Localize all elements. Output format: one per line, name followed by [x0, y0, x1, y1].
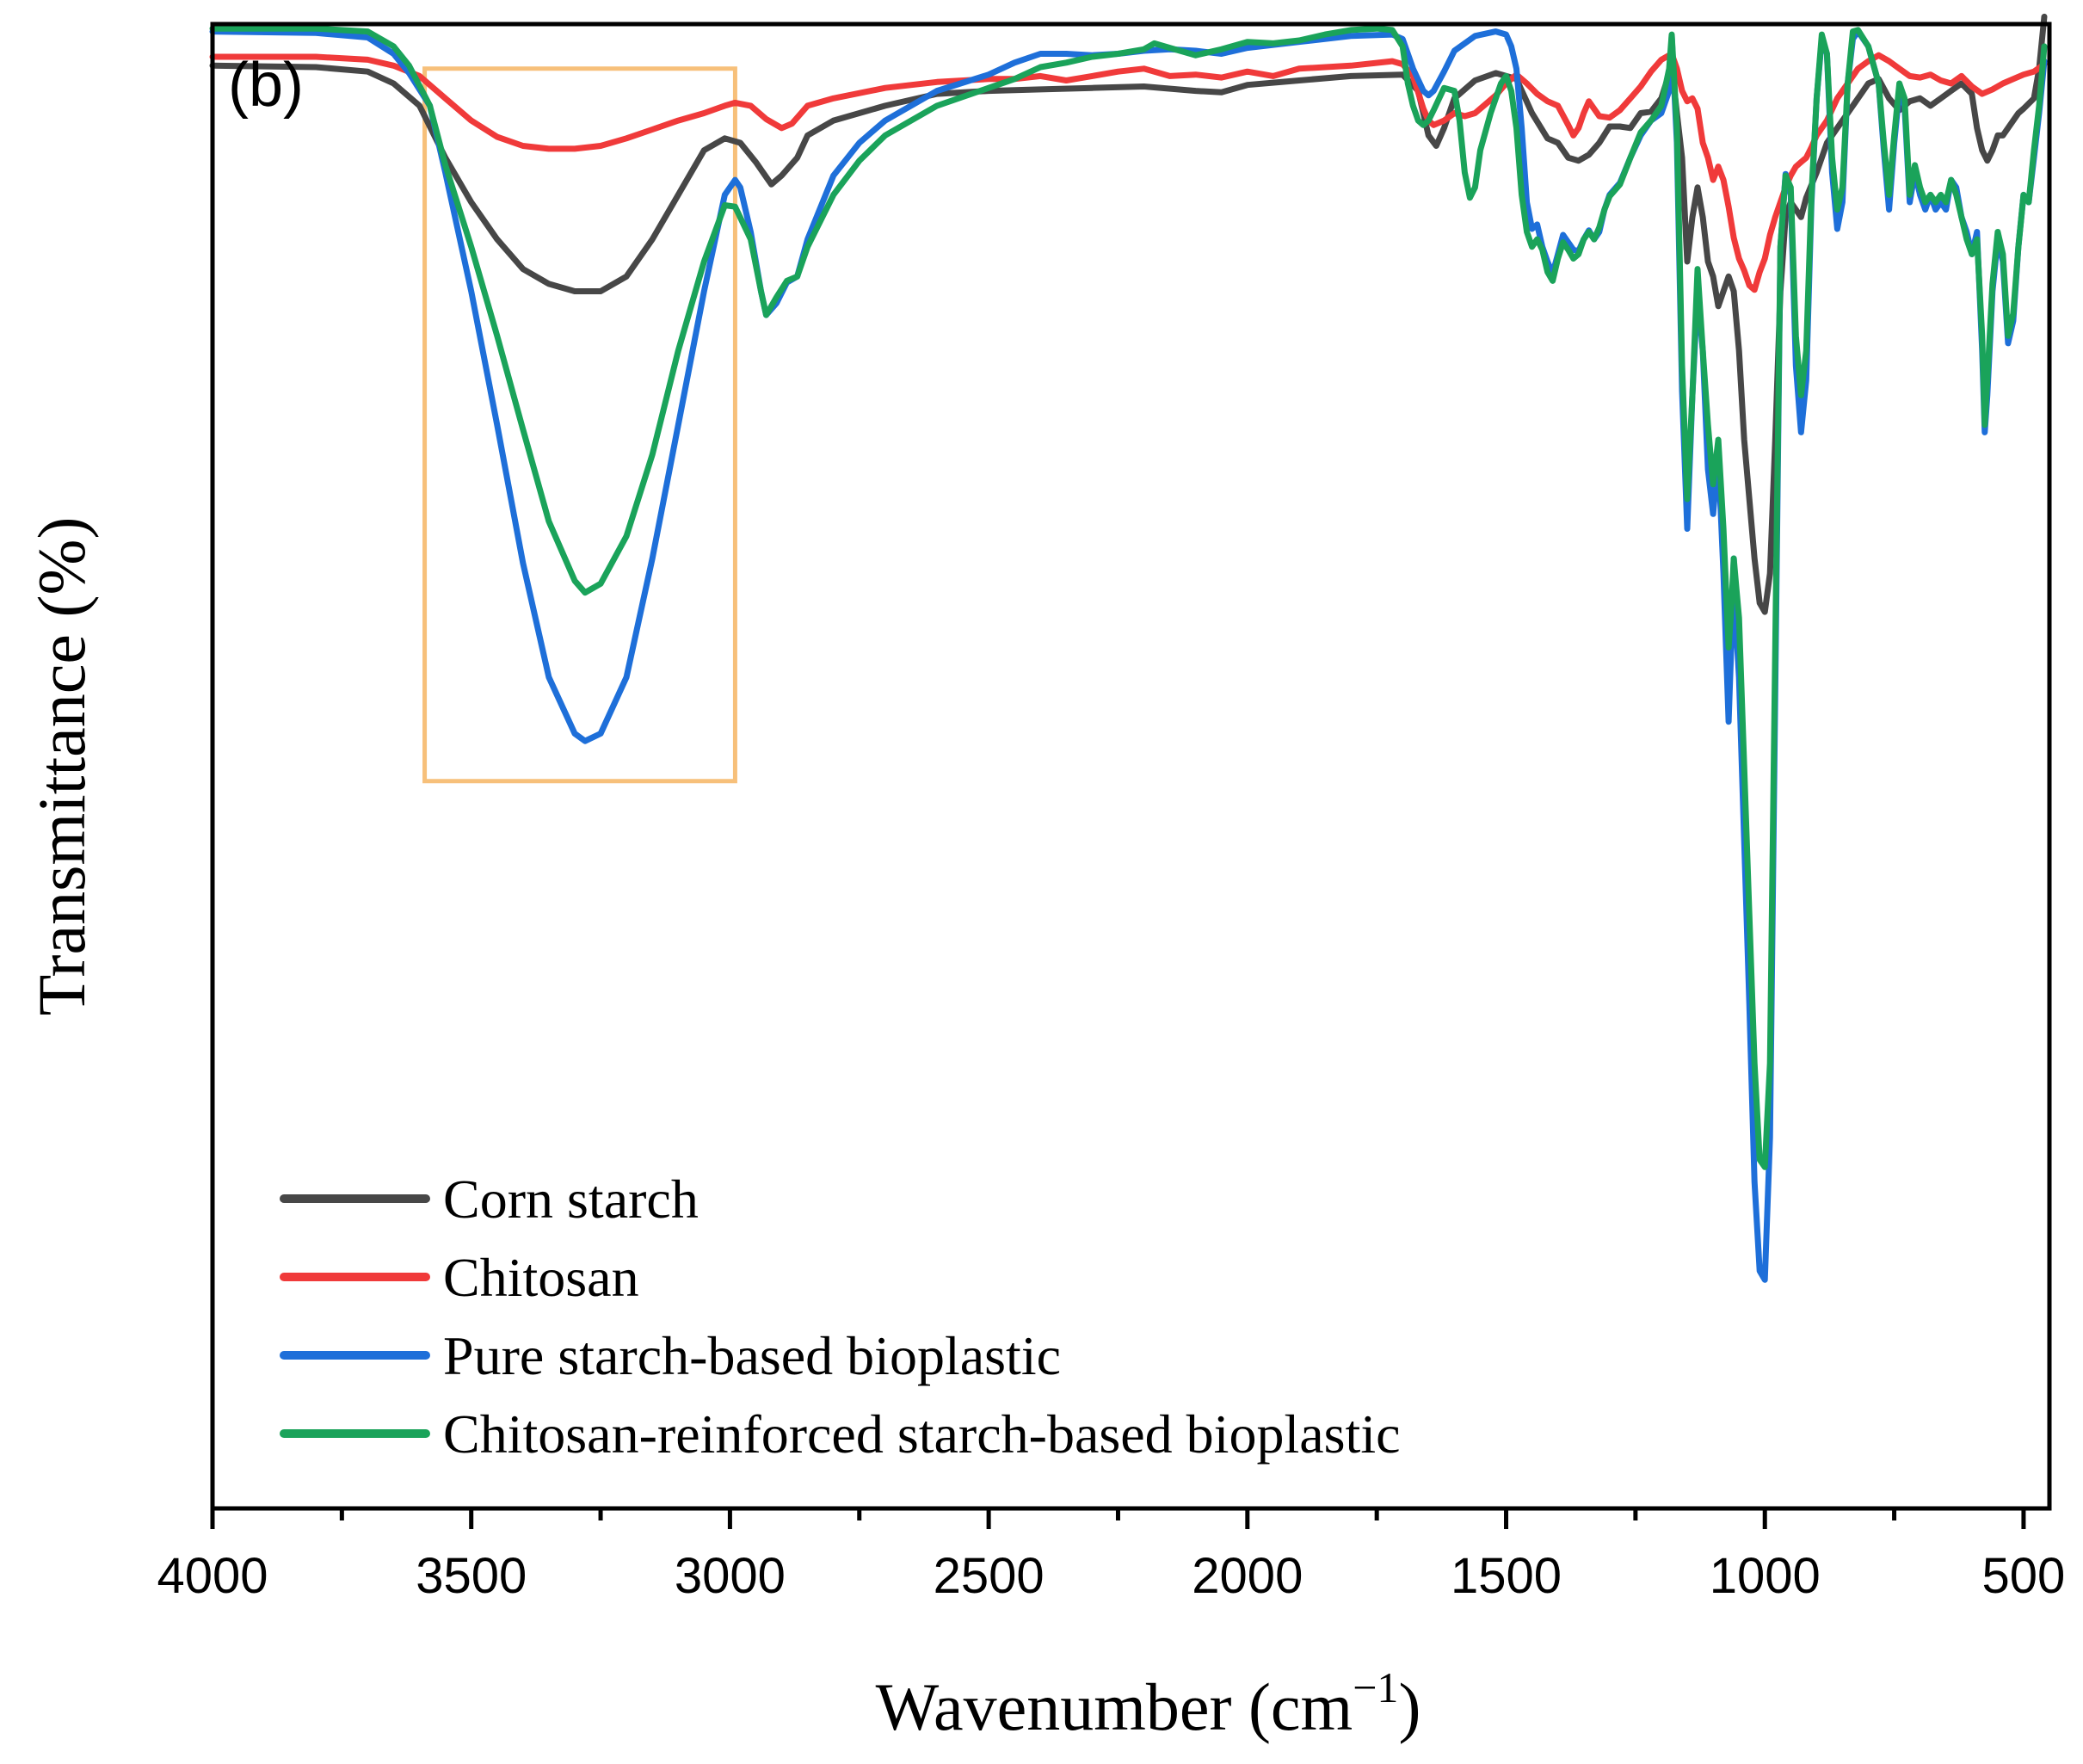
x-tick-label: 3500 — [416, 1548, 527, 1604]
x-axis-tick-labels: 4000 3500 3000 2500 2000 1500 1000 500 — [157, 1548, 2065, 1604]
legend-label-3: Pure starch-based bioplastic — [443, 1325, 1061, 1386]
x-tick-label: 1500 — [1451, 1548, 1562, 1604]
series-layer — [209, 13, 2048, 1283]
plot-frame — [210, 22, 2052, 1511]
highlight-box-layer — [422, 66, 737, 784]
legend-label-4: Chitosan-reinforced starch-based bioplas… — [443, 1403, 1401, 1465]
x-axis-title-main: Wavenumber (cm — [876, 1669, 1353, 1744]
x-axis-title-close: ) — [1398, 1669, 1421, 1744]
legend-label-1: Corn starch — [443, 1169, 699, 1230]
legend: Corn starch Chitosan Pure starch-based bio… — [280, 1169, 1401, 1465]
series-line-2 — [209, 51, 2048, 293]
x-tick-label: 500 — [1982, 1548, 2066, 1604]
series-line-4 — [209, 25, 2048, 1170]
x-axis-ticks — [210, 1508, 2026, 1529]
x-tick-label: 4000 — [157, 1548, 268, 1604]
x-axis-title-superscript: −1 — [1353, 1663, 1398, 1712]
legend-label-2: Chitosan — [443, 1247, 639, 1308]
y-axis-title: Transmittance (%) — [24, 517, 99, 1016]
x-tick-label: 2000 — [1192, 1548, 1303, 1604]
x-tick-label: 3000 — [675, 1548, 786, 1604]
x-axis-title: Wavenumber (cm−1) — [876, 1663, 1421, 1744]
x-tick-label: 1000 — [1710, 1548, 1821, 1604]
panel-label: (b) — [228, 51, 304, 120]
highlight-box — [422, 66, 737, 784]
x-tick-label: 2500 — [934, 1548, 1045, 1604]
